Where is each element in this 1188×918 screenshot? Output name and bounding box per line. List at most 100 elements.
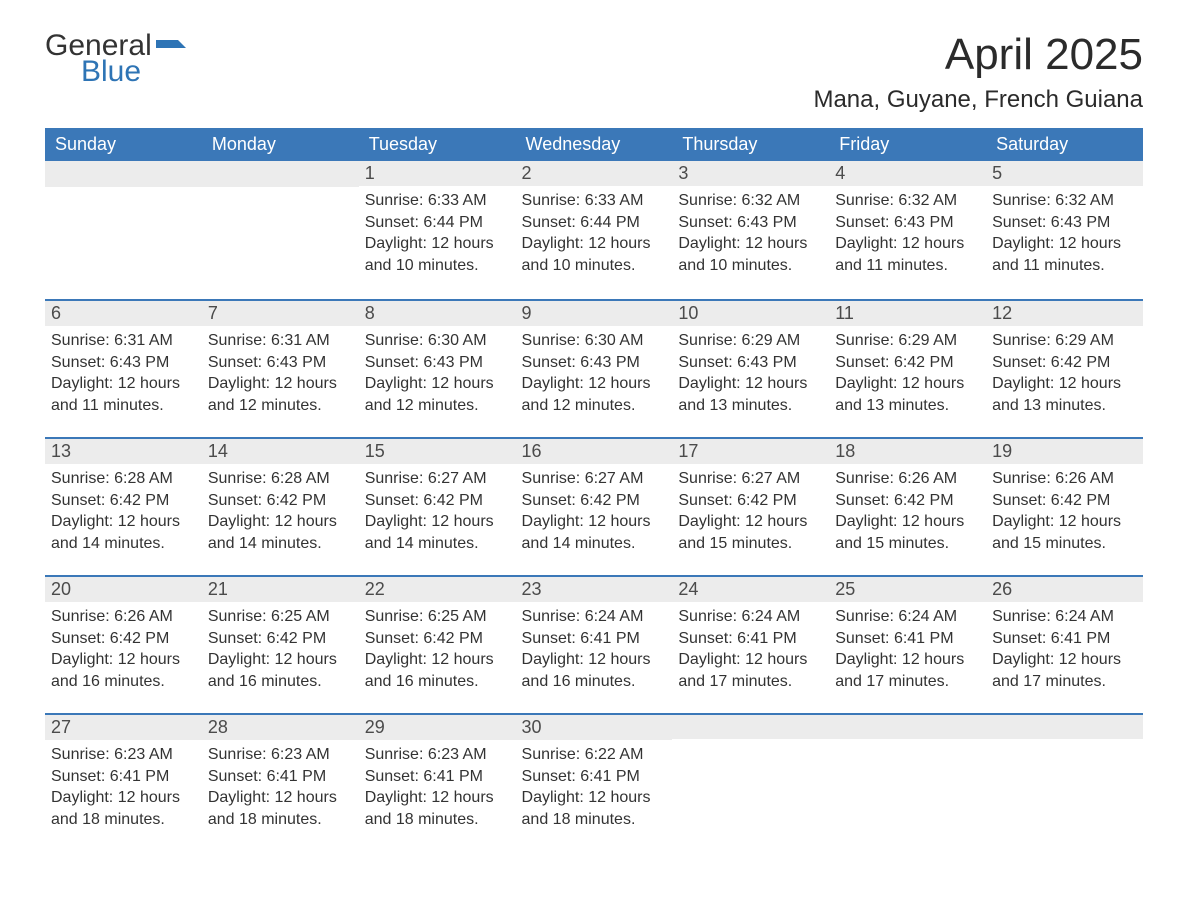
- day-details: Sunrise: 6:32 AMSunset: 6:43 PMDaylight:…: [829, 186, 986, 284]
- sunrise-value: 6:28 AM: [114, 470, 173, 487]
- calendar-day-cell: 8Sunrise: 6:30 AMSunset: 6:43 PMDaylight…: [359, 299, 516, 437]
- sunrise-label: Sunrise:: [365, 332, 424, 349]
- sunrise-line: Sunrise: 6:25 AM: [208, 606, 353, 628]
- sunset-value: 6:41 PM: [423, 768, 483, 785]
- sunset-label: Sunset:: [51, 492, 105, 509]
- sunset-value: 6:41 PM: [580, 768, 640, 785]
- day-details: Sunrise: 6:23 AMSunset: 6:41 PMDaylight:…: [359, 740, 516, 838]
- date-bar: [45, 161, 202, 187]
- day-details: Sunrise: 6:28 AMSunset: 6:42 PMDaylight:…: [202, 464, 359, 562]
- day-details: Sunrise: 6:24 AMSunset: 6:41 PMDaylight:…: [986, 602, 1143, 700]
- calendar-day-cell: 20Sunrise: 6:26 AMSunset: 6:42 PMDayligh…: [45, 575, 202, 713]
- calendar-table: SundayMondayTuesdayWednesdayThursdayFrid…: [45, 128, 1143, 851]
- sunrise-label: Sunrise:: [522, 470, 581, 487]
- sunrise-line: Sunrise: 6:23 AM: [365, 744, 510, 766]
- daylight-label: Daylight:: [992, 235, 1054, 252]
- daylight-label: Daylight:: [51, 651, 113, 668]
- sunset-value: 6:43 PM: [267, 354, 327, 371]
- date-bar: [986, 713, 1143, 739]
- daylight-line: Daylight: 12 hours and 13 minutes.: [678, 373, 823, 416]
- sunset-label: Sunset:: [208, 492, 262, 509]
- sunrise-value: 6:33 AM: [585, 192, 644, 209]
- sunrise-value: 6:24 AM: [742, 608, 801, 625]
- date-bar: 11: [829, 299, 986, 326]
- sunset-value: 6:42 PM: [267, 492, 327, 509]
- day-details: Sunrise: 6:24 AMSunset: 6:41 PMDaylight:…: [516, 602, 673, 700]
- calendar-week-row: 27Sunrise: 6:23 AMSunset: 6:41 PMDayligh…: [45, 713, 1143, 851]
- sunset-value: 6:41 PM: [894, 630, 954, 647]
- day-details: Sunrise: 6:30 AMSunset: 6:43 PMDaylight:…: [516, 326, 673, 424]
- sunrise-label: Sunrise:: [992, 470, 1051, 487]
- daylight-label: Daylight:: [51, 375, 113, 392]
- day-details: Sunrise: 6:31 AMSunset: 6:43 PMDaylight:…: [202, 326, 359, 424]
- calendar-day-cell: 13Sunrise: 6:28 AMSunset: 6:42 PMDayligh…: [45, 437, 202, 575]
- daylight-label: Daylight:: [678, 513, 740, 530]
- sunset-label: Sunset:: [522, 354, 576, 371]
- daylight-line: Daylight: 12 hours and 18 minutes.: [522, 787, 667, 830]
- daylight-label: Daylight:: [522, 789, 584, 806]
- sunset-label: Sunset:: [365, 630, 419, 647]
- daylight-label: Daylight:: [522, 375, 584, 392]
- daylight-line: Daylight: 12 hours and 10 minutes.: [678, 233, 823, 276]
- sunrise-value: 6:29 AM: [1055, 332, 1114, 349]
- sunset-label: Sunset:: [208, 768, 262, 785]
- daylight-label: Daylight:: [678, 651, 740, 668]
- date-bar: 20: [45, 575, 202, 602]
- sunset-value: 6:42 PM: [423, 492, 483, 509]
- sunrise-line: Sunrise: 6:24 AM: [678, 606, 823, 628]
- daylight-line: Daylight: 12 hours and 12 minutes.: [365, 373, 510, 416]
- calendar-day-cell: 16Sunrise: 6:27 AMSunset: 6:42 PMDayligh…: [516, 437, 673, 575]
- date-bar: 21: [202, 575, 359, 602]
- sunrise-value: 6:23 AM: [114, 746, 173, 763]
- sunrise-value: 6:24 AM: [898, 608, 957, 625]
- daylight-label: Daylight:: [992, 513, 1054, 530]
- sunset-line: Sunset: 6:42 PM: [208, 628, 353, 650]
- sunset-label: Sunset:: [835, 630, 889, 647]
- calendar-day-cell: 30Sunrise: 6:22 AMSunset: 6:41 PMDayligh…: [516, 713, 673, 851]
- sunrise-label: Sunrise:: [835, 470, 894, 487]
- sunrise-value: 6:26 AM: [114, 608, 173, 625]
- day-details: Sunrise: 6:27 AMSunset: 6:42 PMDaylight:…: [516, 464, 673, 562]
- daylight-label: Daylight:: [678, 375, 740, 392]
- date-bar: 25: [829, 575, 986, 602]
- sunrise-label: Sunrise:: [835, 608, 894, 625]
- date-bar: 17: [672, 437, 829, 464]
- calendar-day-cell: 1Sunrise: 6:33 AMSunset: 6:44 PMDaylight…: [359, 161, 516, 299]
- day-details: Sunrise: 6:26 AMSunset: 6:42 PMDaylight:…: [986, 464, 1143, 562]
- weekday-header: Friday: [829, 128, 986, 161]
- sunrise-label: Sunrise:: [992, 192, 1051, 209]
- daylight-label: Daylight:: [365, 513, 427, 530]
- sunrise-value: 6:30 AM: [585, 332, 644, 349]
- day-details: Sunrise: 6:32 AMSunset: 6:43 PMDaylight:…: [672, 186, 829, 284]
- sunrise-line: Sunrise: 6:33 AM: [365, 190, 510, 212]
- date-bar: 22: [359, 575, 516, 602]
- daylight-line: Daylight: 12 hours and 14 minutes.: [522, 511, 667, 554]
- sunset-line: Sunset: 6:41 PM: [522, 766, 667, 788]
- daylight-line: Daylight: 12 hours and 17 minutes.: [835, 649, 980, 692]
- daylight-label: Daylight:: [365, 375, 427, 392]
- daylight-line: Daylight: 12 hours and 10 minutes.: [365, 233, 510, 276]
- daylight-line: Daylight: 12 hours and 18 minutes.: [365, 787, 510, 830]
- sunset-label: Sunset:: [365, 354, 419, 371]
- calendar-day-cell: 5Sunrise: 6:32 AMSunset: 6:43 PMDaylight…: [986, 161, 1143, 299]
- day-details: Sunrise: 6:25 AMSunset: 6:42 PMDaylight:…: [359, 602, 516, 700]
- daylight-line: Daylight: 12 hours and 11 minutes.: [51, 373, 196, 416]
- date-bar: 29: [359, 713, 516, 740]
- daylight-label: Daylight:: [365, 789, 427, 806]
- weekday-header: Monday: [202, 128, 359, 161]
- sunset-value: 6:41 PM: [267, 768, 327, 785]
- calendar-day-cell: 22Sunrise: 6:25 AMSunset: 6:42 PMDayligh…: [359, 575, 516, 713]
- sunrise-value: 6:31 AM: [271, 332, 330, 349]
- day-details: Sunrise: 6:33 AMSunset: 6:44 PMDaylight:…: [516, 186, 673, 284]
- daylight-line: Daylight: 12 hours and 15 minutes.: [835, 511, 980, 554]
- daylight-label: Daylight:: [835, 235, 897, 252]
- sunrise-line: Sunrise: 6:30 AM: [522, 330, 667, 352]
- sunset-line: Sunset: 6:44 PM: [522, 212, 667, 234]
- sunset-value: 6:42 PM: [894, 492, 954, 509]
- sunrise-value: 6:32 AM: [1055, 192, 1114, 209]
- sunset-line: Sunset: 6:41 PM: [208, 766, 353, 788]
- sunrise-line: Sunrise: 6:23 AM: [208, 744, 353, 766]
- sunrise-line: Sunrise: 6:26 AM: [51, 606, 196, 628]
- sunset-line: Sunset: 6:41 PM: [522, 628, 667, 650]
- sunset-value: 6:42 PM: [267, 630, 327, 647]
